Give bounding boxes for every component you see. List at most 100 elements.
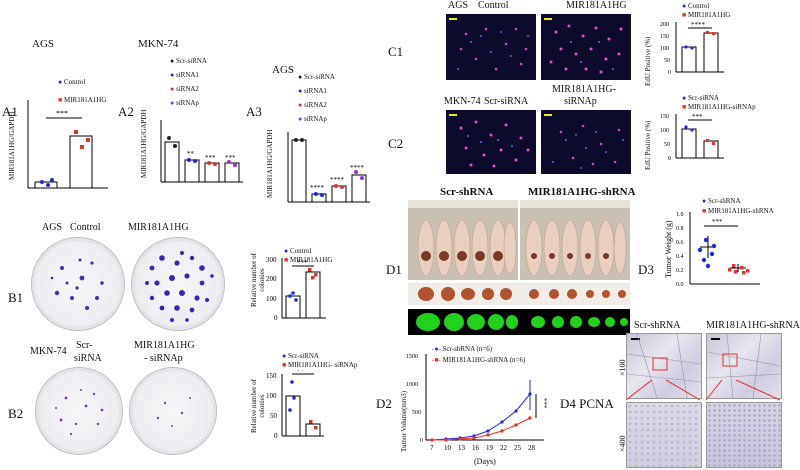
panel-label-b1: B1: [8, 290, 24, 305]
svg-text:16: 16: [472, 444, 480, 452]
c1-bar: [703, 32, 719, 73]
svg-text:1.0: 1.0: [676, 212, 684, 218]
a1-chart: ***: [27, 100, 108, 189]
c2-edu-image-scr: [446, 110, 536, 174]
svg-text:50: 50: [664, 142, 670, 148]
a2-chart: ** *** ***: [160, 120, 243, 183]
c2-chart: 150 100 50 0 ***: [660, 113, 724, 162]
d1-tumors-photo: [408, 283, 630, 305]
c2-cond-mir-b: siRNAp: [564, 96, 597, 107]
d4-ihc-mir-400: [706, 402, 782, 468]
b2-ylabel: Relative number of colonies: [250, 378, 266, 434]
svg-text:1000: 1000: [406, 382, 418, 388]
a1-point: [50, 178, 54, 182]
d4-col-mir: MIR181A1HG-shRNA: [706, 320, 800, 331]
a3-ylabel: MIR181A1HG/GAPDH: [266, 129, 274, 198]
a2-legend: ● Scr-siRNA ● siRNA1 ● siRNA2 ● siRNAp: [170, 57, 207, 107]
c2-edu-image-sirnap: [541, 110, 631, 174]
svg-text:***: ***: [712, 218, 723, 226]
svg-text:0.6: 0.6: [676, 240, 684, 246]
panel-label-a1: A1: [2, 104, 18, 119]
b2-legend: ● Scr-siRNA ■ MIR181A1HG- siRNAp: [282, 352, 358, 369]
d4-zoom-lines: [626, 380, 781, 401]
b2-dish-scr: [36, 368, 122, 454]
a1-point: [86, 138, 90, 142]
a1-bar-mir: [69, 135, 93, 189]
svg-text:****: ****: [691, 21, 706, 29]
a1-legend-control: ● Control: [58, 78, 86, 86]
panel-label-c1: C1: [388, 44, 404, 59]
panel-label-a2: A2: [118, 104, 134, 119]
a1-sig: ***: [56, 109, 68, 118]
svg-text:100: 100: [660, 46, 669, 52]
d2-line-scr: [431, 393, 531, 441]
svg-text:50: 50: [664, 58, 670, 64]
svg-text:0.2: 0.2: [676, 268, 684, 274]
panel-label-d4: D4 PCNA: [560, 396, 614, 411]
svg-text:0.4: 0.4: [676, 254, 684, 260]
a1-cell-line: AGS: [32, 38, 55, 50]
c1-cond-mir: MIR181A1HG: [566, 0, 627, 11]
panel-label-d2: D2: [376, 396, 392, 411]
svg-text:100: 100: [266, 392, 277, 400]
svg-text:100: 100: [660, 128, 669, 134]
d3-legend: ● Scr-shRNA ■ MIR181A1HG-shRNA: [702, 197, 774, 215]
c1-ylabel: EdU Positive (%): [644, 36, 652, 86]
panel-label-b2: B2: [8, 406, 24, 421]
b2-bar: [305, 423, 321, 437]
c2-legend: ● Scr-siRNA ■ MIR181A1HG-siRNAp: [682, 94, 756, 111]
svg-text:300: 300: [266, 256, 277, 264]
svg-text:**: **: [297, 370, 305, 375]
a1-point: [46, 183, 50, 187]
d3-ylabel: Tumor Weight (g): [664, 220, 673, 278]
a3-bar: [331, 185, 347, 203]
a3-bar: [311, 193, 327, 203]
svg-text:50: 50: [270, 412, 278, 420]
b2-cell-line: MKN-74: [30, 346, 67, 357]
c2-bar: [703, 140, 719, 159]
d2-legend: -●- Scr-shRNA (n=6) -■- MIR181A1HG-shRNA…: [432, 345, 526, 364]
a2-bar: [164, 141, 180, 183]
a2-cell-line: MKN-74: [138, 38, 179, 50]
b1-bar: [305, 271, 321, 319]
d4-ihc-scr-400: [626, 402, 702, 468]
c2-cond-scr: Scr-siRNA: [484, 96, 529, 107]
a2-sig: **: [187, 150, 195, 158]
svg-text:0: 0: [274, 314, 278, 322]
a2-bar: [184, 159, 200, 183]
c2-ylabel: EdU Positive (%): [644, 120, 652, 170]
svg-text:150: 150: [266, 372, 277, 380]
a3-legend: ● Scr-siRNA ● siRNA1 ● siRNA2 ● siRNAp: [298, 73, 335, 123]
a3-sig: ****: [330, 176, 345, 184]
a2-bar: [204, 162, 220, 183]
d1-group-mir: MIR181A1HG-shRNA: [528, 186, 636, 198]
c1-chart: 200 150 100 50 0 ****: [660, 21, 724, 76]
b2-dish-sirnap: [130, 368, 216, 454]
b1-cond-control: Control: [70, 222, 101, 233]
svg-text:22: 22: [500, 444, 508, 452]
c1-cell-line: AGS: [448, 0, 469, 11]
panel-label-d1: D1: [386, 262, 402, 277]
svg-text:0.8: 0.8: [676, 226, 684, 232]
svg-text:150: 150: [660, 114, 669, 120]
a3-bar: [351, 174, 367, 203]
d1-mice-photo: [408, 200, 630, 280]
b2-chart: 150 100 50 0 **: [266, 370, 324, 440]
svg-text:28: 28: [528, 444, 536, 452]
b2-cond1a: Scr-: [76, 340, 93, 351]
b1-dish-mir: [132, 238, 224, 330]
panel-label-c2: C2: [388, 136, 404, 151]
b2-cond1b: siRNA: [74, 353, 102, 364]
b1-legend: ● Control ■ MIR181A1HG: [284, 247, 333, 264]
svg-text:1500: 1500: [406, 354, 418, 360]
a3-sig: ****: [310, 184, 325, 192]
a1-point: [80, 145, 84, 149]
a3-bar: [291, 139, 307, 203]
c2-bar: [681, 128, 697, 159]
svg-text:500: 500: [412, 410, 421, 416]
d4-col-scr: Scr-shRNA: [634, 320, 681, 331]
panel-label-d3: D3: [638, 262, 654, 277]
a2-ylabel: MIR181A1HG/GAPDH: [140, 109, 148, 178]
b1-chart: 300 200 100 0 ***: [266, 256, 326, 322]
svg-text:10: 10: [444, 444, 452, 452]
